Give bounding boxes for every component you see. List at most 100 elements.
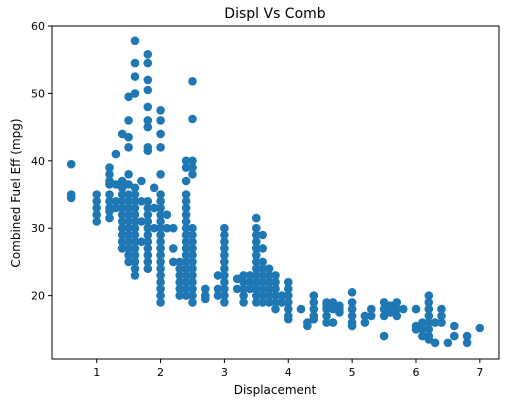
data-point — [450, 331, 459, 341]
data-point — [149, 223, 159, 233]
data-point — [239, 284, 248, 294]
data-point — [124, 143, 133, 152]
data-point — [367, 311, 376, 321]
data-point — [181, 244, 191, 253]
data-point — [443, 338, 453, 348]
data-point — [188, 298, 197, 307]
data-point — [264, 277, 274, 287]
data-point — [143, 257, 153, 267]
data-point — [156, 230, 165, 240]
data-point — [220, 244, 229, 253]
data-point — [220, 264, 229, 274]
data-point — [124, 237, 133, 246]
data-point — [232, 274, 242, 284]
data-point — [437, 318, 446, 327]
data-point — [347, 304, 357, 314]
x-tick-label: 5 — [349, 366, 356, 379]
data-point — [303, 321, 312, 331]
data-point — [124, 244, 133, 253]
data-point — [92, 217, 101, 226]
data-point — [143, 50, 153, 59]
data-point — [347, 311, 357, 321]
data-point — [251, 223, 261, 233]
x-tick-label: 6 — [412, 366, 419, 379]
data-point — [220, 277, 229, 287]
data-point — [181, 156, 191, 166]
data-point — [156, 106, 165, 115]
data-point — [124, 92, 133, 102]
data-point — [264, 291, 274, 300]
data-point — [156, 217, 165, 226]
data-point — [220, 291, 229, 300]
data-point — [117, 244, 127, 253]
data-point — [424, 335, 434, 344]
data-point — [175, 264, 184, 274]
data-point — [92, 203, 101, 213]
data-point — [188, 77, 197, 86]
data-point — [117, 183, 127, 193]
data-point — [309, 314, 319, 324]
data-point — [149, 203, 159, 213]
data-point — [386, 301, 395, 311]
data-point — [124, 250, 133, 260]
data-point — [105, 170, 114, 179]
data-point — [137, 237, 146, 246]
data-point — [271, 298, 280, 307]
y-axis: 20 30 40 50 60 — [31, 20, 52, 303]
data-point — [156, 298, 165, 307]
data-point — [379, 331, 389, 341]
data-point — [418, 318, 427, 327]
data-point — [188, 170, 197, 179]
data-point — [251, 257, 261, 267]
data-point — [117, 203, 127, 213]
data-point — [143, 250, 153, 260]
data-point — [367, 304, 376, 314]
data-point — [424, 298, 434, 307]
data-point — [220, 257, 229, 267]
data-point — [130, 237, 140, 246]
data-point — [392, 298, 402, 307]
data-point — [258, 284, 268, 294]
data-point — [130, 244, 140, 253]
data-point — [181, 203, 191, 213]
data-point — [424, 304, 434, 314]
data-point — [271, 284, 280, 294]
data-point — [245, 284, 255, 294]
data-point — [335, 308, 344, 317]
data-point — [117, 230, 127, 240]
data-point — [130, 257, 140, 267]
data-point — [66, 193, 76, 203]
data-point — [271, 291, 280, 300]
data-point — [156, 129, 165, 139]
data-point — [143, 223, 153, 233]
data-point — [130, 271, 140, 280]
data-point — [130, 190, 140, 199]
data-point — [258, 271, 268, 280]
data-point — [271, 271, 280, 280]
data-point — [328, 318, 338, 327]
data-point — [220, 237, 229, 246]
y-tick-label: 60 — [31, 20, 45, 33]
data-point — [245, 277, 255, 287]
data-point — [411, 304, 421, 314]
data-point — [124, 116, 133, 125]
data-point — [188, 237, 197, 246]
data-point — [156, 250, 165, 260]
x-tick-label: 2 — [157, 366, 164, 379]
data-point — [156, 143, 165, 152]
data-point — [220, 284, 229, 294]
data-point — [188, 284, 197, 294]
points-layer — [66, 36, 485, 348]
data-point — [143, 122, 153, 132]
data-point — [181, 197, 191, 206]
data-point — [284, 284, 293, 294]
data-point — [271, 277, 280, 287]
data-point — [143, 116, 153, 125]
data-point — [201, 294, 210, 304]
data-point — [188, 163, 197, 172]
data-point — [392, 311, 402, 321]
data-point — [111, 197, 121, 206]
data-point — [130, 264, 140, 274]
data-point — [264, 284, 274, 294]
